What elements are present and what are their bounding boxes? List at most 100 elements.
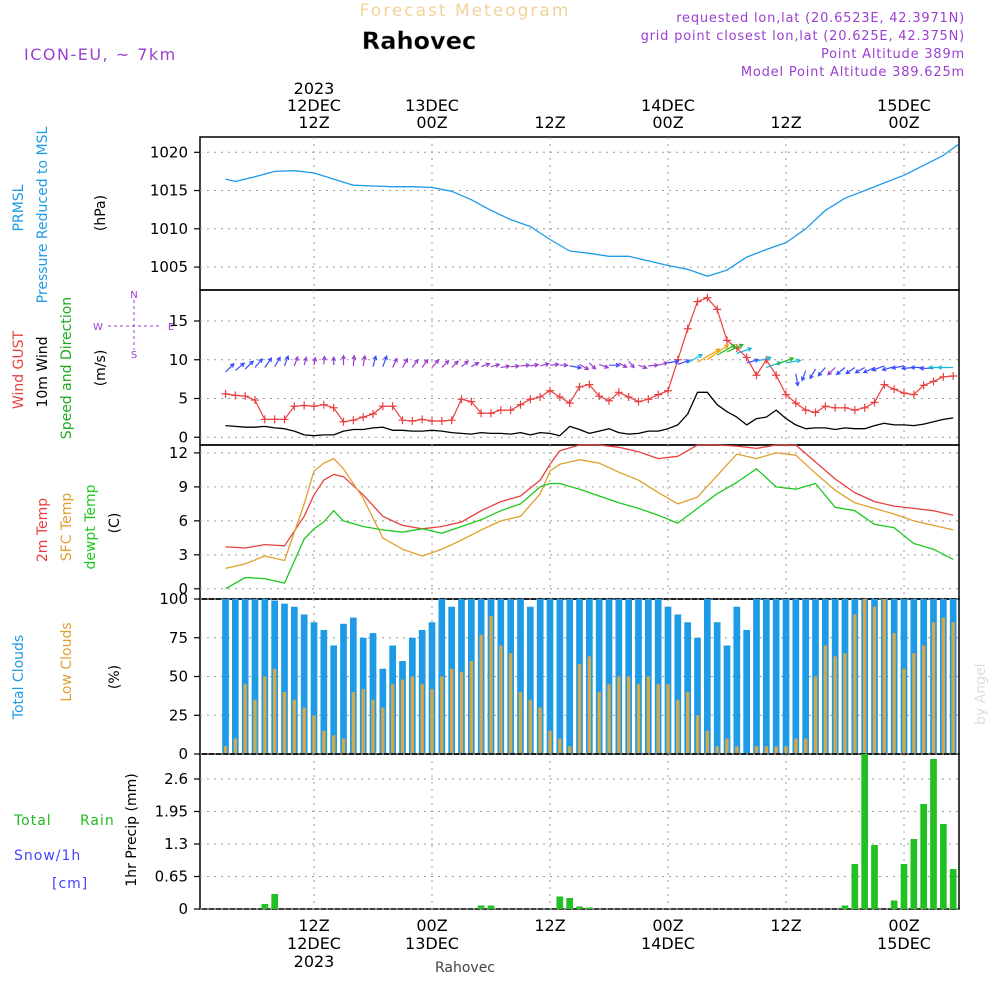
gust-marker bbox=[418, 415, 427, 424]
gust-marker bbox=[654, 390, 663, 399]
wind-arrow bbox=[540, 362, 551, 367]
wind-arrow bbox=[510, 363, 521, 369]
low-cloud-bar bbox=[567, 746, 572, 753]
precip-bar bbox=[585, 907, 593, 909]
low-cloud-bar bbox=[892, 633, 896, 753]
low-cloud-bar bbox=[400, 679, 405, 753]
top-tick-label: 00Z bbox=[888, 113, 919, 132]
total-cloud-bar bbox=[615, 599, 623, 753]
total-cloud-bar bbox=[644, 599, 652, 753]
wind-arrow bbox=[756, 356, 772, 362]
low-cloud-bar bbox=[774, 746, 778, 753]
low-cloud-bar bbox=[312, 715, 316, 753]
low-cloud-bar bbox=[449, 668, 454, 753]
y-tick-label: 5 bbox=[178, 390, 188, 408]
wind-arrow bbox=[225, 362, 235, 373]
wind-arrow bbox=[726, 343, 745, 353]
wind-arrow bbox=[382, 355, 388, 367]
gust-marker bbox=[713, 305, 722, 314]
gust-marker bbox=[477, 409, 486, 418]
low-cloud-bar bbox=[390, 684, 395, 753]
wind-arrow bbox=[351, 354, 357, 366]
total-cloud-bar bbox=[723, 645, 731, 753]
credit: by Angel bbox=[973, 664, 989, 725]
precip-bar bbox=[566, 898, 574, 909]
low-cloud-title: Low Clouds bbox=[59, 622, 75, 701]
legend-rain: Rain bbox=[80, 813, 115, 829]
low-cloud-bar bbox=[479, 634, 483, 753]
gust-marker bbox=[241, 392, 250, 401]
low-cloud-bar bbox=[518, 692, 523, 753]
wind-arrow bbox=[520, 363, 531, 368]
low-cloud-bar bbox=[764, 746, 769, 753]
legend-total: Total bbox=[13, 813, 52, 829]
compass-west: W bbox=[93, 322, 103, 333]
wind-arrow bbox=[936, 365, 954, 370]
gust-marker bbox=[919, 381, 928, 390]
low-cloud-bar bbox=[272, 668, 277, 753]
wind-arrow bbox=[312, 356, 318, 366]
gust-marker bbox=[595, 392, 604, 401]
bottom-tick-label: 00Z bbox=[888, 916, 919, 935]
bottom-tick-label: 13DEC bbox=[405, 934, 459, 953]
precip-bar bbox=[271, 894, 279, 909]
legend-snow: Snow/1h bbox=[14, 848, 81, 864]
low-cloud-bar bbox=[243, 684, 247, 753]
low-cloud-bar bbox=[636, 684, 641, 753]
low-cloud-bar bbox=[351, 692, 356, 753]
y-tick-label: 50 bbox=[169, 668, 188, 686]
gust-marker bbox=[723, 336, 731, 345]
gust-marker bbox=[605, 396, 613, 405]
direction-title: Speed and Direction bbox=[59, 297, 75, 439]
low-cloud-bar bbox=[853, 614, 857, 753]
total-cloud-bar bbox=[438, 599, 446, 753]
wind-arrow bbox=[441, 359, 450, 368]
gust-marker bbox=[555, 392, 564, 401]
bottom-tick-label: 2023 bbox=[294, 952, 335, 971]
precip-bar bbox=[900, 864, 908, 909]
low-cloud-bar bbox=[253, 699, 257, 753]
wind-arrow bbox=[609, 362, 621, 368]
total-cloud-bar bbox=[703, 599, 711, 753]
gust-marker bbox=[860, 403, 869, 412]
cloud-bars bbox=[222, 599, 957, 753]
gust-marker bbox=[251, 396, 259, 405]
wind-arrow bbox=[677, 359, 691, 365]
total-cloud-bar bbox=[310, 622, 318, 753]
total-cloud-bar bbox=[517, 599, 524, 753]
low-cloud-bar bbox=[263, 676, 267, 753]
low-cloud-bar bbox=[656, 684, 660, 753]
low-cloud-bar bbox=[912, 653, 916, 753]
wind-arrow bbox=[628, 360, 635, 369]
low-cloud-bar bbox=[430, 688, 434, 753]
gust-marker bbox=[349, 416, 358, 425]
gust-marker bbox=[290, 402, 299, 411]
bottom-tick-label: 15DEC bbox=[877, 934, 931, 953]
precip-bar bbox=[861, 754, 869, 909]
low-cloud-bar bbox=[715, 746, 719, 753]
gust-marker bbox=[506, 406, 515, 415]
wind-arrow bbox=[871, 365, 885, 372]
y-tick-label: 100 bbox=[159, 590, 188, 608]
product-title: Forecast Meteogram bbox=[360, 1, 571, 21]
y-tick-label: 0 bbox=[178, 428, 188, 446]
gust-marker bbox=[260, 415, 269, 424]
low-cloud-bar bbox=[499, 645, 503, 753]
temperature-titles: 2m Temp SFC Temp dewpt Temp (C) bbox=[35, 484, 123, 569]
top-tick-label: 15DEC bbox=[877, 96, 931, 115]
precip-bar bbox=[576, 906, 583, 909]
wind-arrow bbox=[549, 362, 560, 368]
wind-arrow bbox=[283, 354, 290, 367]
dewpt-title: dewpt Temp bbox=[83, 484, 99, 569]
gust-marker bbox=[634, 397, 643, 406]
pressure-titles: PRMSL Pressure Reduced to MSL (hPa) bbox=[11, 126, 109, 303]
gust-marker bbox=[319, 400, 328, 409]
total-cloud-bar bbox=[300, 614, 308, 753]
total-cloud-bar bbox=[782, 599, 790, 753]
low-cloud-bar bbox=[538, 707, 542, 753]
wind-arrow bbox=[461, 360, 470, 368]
low-cloud-bar bbox=[440, 676, 444, 753]
gust-marker bbox=[516, 400, 525, 409]
temp-unit: (C) bbox=[107, 513, 123, 534]
bottom-tick-label: 12Z bbox=[298, 916, 329, 935]
